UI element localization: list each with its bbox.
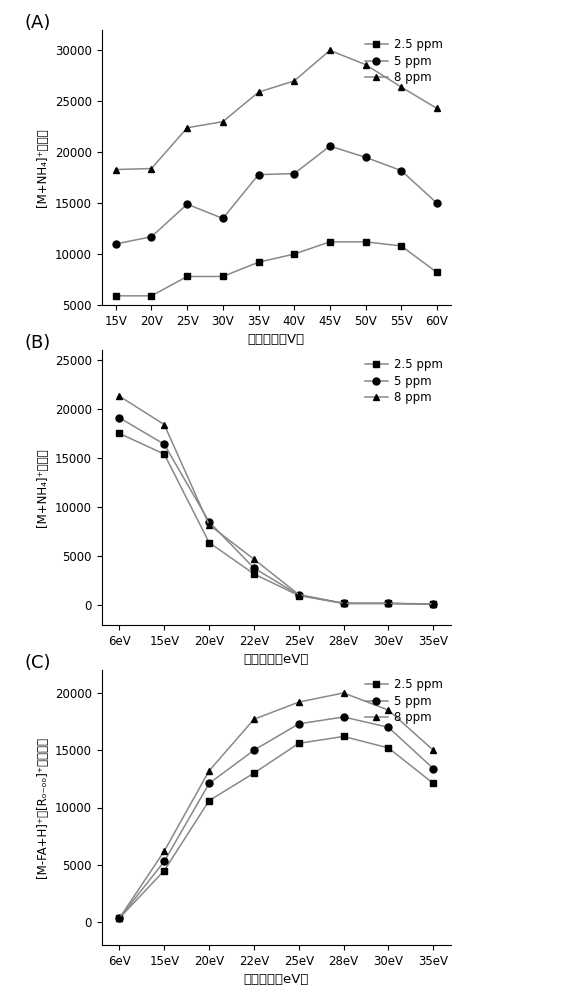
- 8 ppm: [112, 164, 119, 176]
- 2.5 ppm: [112, 290, 119, 302]
- Text: (A): (A): [25, 13, 51, 31]
- 5 ppm: [430, 763, 437, 775]
- 8 ppm: [291, 75, 298, 87]
- 8 ppm: [250, 553, 257, 565]
- 5 ppm: [327, 140, 333, 152]
- X-axis label: 碰撞能量（eV）: 碰撞能量（eV）: [244, 973, 309, 986]
- 2.5 ppm: [398, 240, 404, 252]
- 8 ppm: [385, 704, 392, 716]
- 2.5 ppm: [340, 730, 347, 742]
- Line: 2.5 ppm: 2.5 ppm: [116, 430, 437, 608]
- 8 ppm: [206, 765, 213, 777]
- Legend: 2.5 ppm, 5 ppm, 8 ppm: 2.5 ppm, 5 ppm, 8 ppm: [362, 36, 446, 87]
- 5 ppm: [112, 238, 119, 250]
- 8 ppm: [327, 44, 333, 56]
- 8 ppm: [296, 589, 302, 601]
- 8 ppm: [255, 86, 262, 98]
- 8 ppm: [219, 116, 226, 128]
- 5 ppm: [250, 562, 257, 574]
- 5 ppm: [296, 589, 302, 601]
- Line: 8 ppm: 8 ppm: [112, 47, 440, 173]
- 8 ppm: [161, 419, 168, 431]
- 2.5 ppm: [430, 777, 437, 789]
- 2.5 ppm: [327, 236, 333, 248]
- Legend: 2.5 ppm, 5 ppm, 8 ppm: 2.5 ppm, 5 ppm, 8 ppm: [362, 676, 446, 727]
- 8 ppm: [398, 81, 404, 93]
- 5 ppm: [430, 598, 437, 610]
- 2.5 ppm: [116, 912, 123, 924]
- 5 ppm: [340, 597, 347, 609]
- X-axis label: 碰撞能量（eV）: 碰撞能量（eV）: [244, 653, 309, 666]
- Y-axis label: [M+NH₄]⁺的丰度: [M+NH₄]⁺的丰度: [36, 448, 49, 527]
- 8 ppm: [116, 912, 123, 924]
- Line: 5 ppm: 5 ppm: [116, 414, 437, 608]
- 8 ppm: [296, 696, 302, 708]
- 2.5 ppm: [430, 598, 437, 610]
- 5 ppm: [296, 718, 302, 730]
- Legend: 2.5 ppm, 5 ppm, 8 ppm: 2.5 ppm, 5 ppm, 8 ppm: [362, 356, 446, 407]
- 5 ppm: [385, 597, 392, 609]
- 2.5 ppm: [340, 597, 347, 609]
- 2.5 ppm: [148, 290, 155, 302]
- Line: 8 ppm: 8 ppm: [116, 393, 437, 607]
- 8 ppm: [206, 519, 213, 531]
- 2.5 ppm: [219, 270, 226, 282]
- 2.5 ppm: [296, 590, 302, 602]
- Text: (B): (B): [25, 334, 51, 352]
- 2.5 ppm: [116, 427, 123, 439]
- 8 ppm: [148, 163, 155, 175]
- 5 ppm: [116, 912, 123, 924]
- 2.5 ppm: [206, 536, 213, 548]
- 5 ppm: [219, 212, 226, 224]
- 8 ppm: [434, 102, 440, 114]
- 2.5 ppm: [434, 266, 440, 278]
- 8 ppm: [362, 59, 369, 71]
- 8 ppm: [340, 597, 347, 609]
- Y-axis label: [M-FA+H]⁺（[Rₒ₋ₒₒ]⁺）的丰度: [M-FA+H]⁺（[Rₒ₋ₒₒ]⁺）的丰度: [36, 737, 49, 878]
- 2.5 ppm: [161, 448, 168, 460]
- 5 ppm: [255, 169, 262, 181]
- 2.5 ppm: [250, 568, 257, 580]
- 5 ppm: [291, 168, 298, 180]
- Y-axis label: [M+NH₄]⁺的丰度: [M+NH₄]⁺的丰度: [36, 128, 49, 207]
- 5 ppm: [148, 231, 155, 243]
- 5 ppm: [398, 165, 404, 177]
- 5 ppm: [184, 198, 191, 210]
- 5 ppm: [206, 516, 213, 528]
- 2.5 ppm: [296, 737, 302, 749]
- 8 ppm: [430, 598, 437, 610]
- 2.5 ppm: [250, 767, 257, 779]
- 5 ppm: [362, 151, 369, 163]
- 5 ppm: [206, 777, 213, 789]
- 5 ppm: [250, 744, 257, 756]
- 2.5 ppm: [362, 236, 369, 248]
- 8 ppm: [430, 744, 437, 756]
- 2.5 ppm: [385, 742, 392, 754]
- Text: (C): (C): [25, 654, 51, 672]
- 8 ppm: [340, 687, 347, 699]
- 2.5 ppm: [385, 597, 392, 609]
- 5 ppm: [116, 412, 123, 424]
- 8 ppm: [250, 713, 257, 725]
- 8 ppm: [161, 845, 168, 857]
- Line: 8 ppm: 8 ppm: [116, 689, 437, 922]
- 2.5 ppm: [161, 865, 168, 877]
- Line: 2.5 ppm: 2.5 ppm: [116, 733, 437, 922]
- 5 ppm: [385, 721, 392, 733]
- Line: 5 ppm: 5 ppm: [112, 143, 440, 247]
- 8 ppm: [116, 390, 123, 402]
- Line: 5 ppm: 5 ppm: [116, 714, 437, 922]
- 2.5 ppm: [255, 256, 262, 268]
- 8 ppm: [184, 122, 191, 134]
- X-axis label: 锥孔电压（V）: 锥孔电压（V）: [248, 333, 305, 346]
- 5 ppm: [434, 197, 440, 209]
- 5 ppm: [161, 855, 168, 867]
- 2.5 ppm: [291, 248, 298, 260]
- 2.5 ppm: [184, 270, 191, 282]
- 8 ppm: [385, 597, 392, 609]
- Line: 2.5 ppm: 2.5 ppm: [112, 238, 440, 299]
- 2.5 ppm: [206, 795, 213, 807]
- 5 ppm: [340, 711, 347, 723]
- 5 ppm: [161, 438, 168, 450]
